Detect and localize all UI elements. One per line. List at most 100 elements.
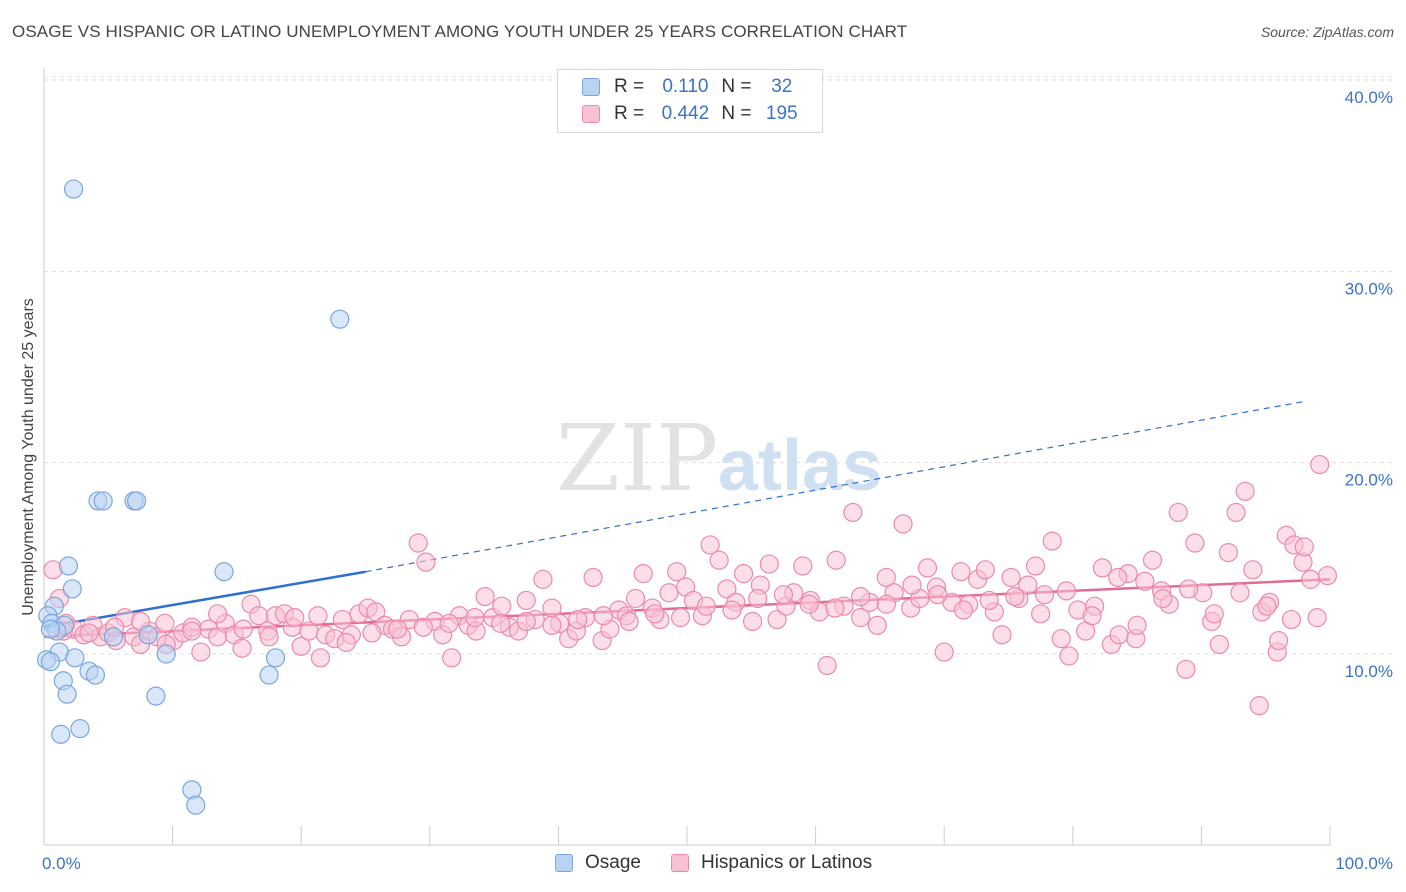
hispanic-point	[79, 623, 99, 643]
osage-legend-swatch	[555, 854, 573, 872]
hispanic-point	[416, 552, 436, 572]
watermark-zip: ZIP	[556, 405, 718, 512]
hispanic-point	[826, 550, 846, 570]
hispanic-point	[773, 585, 794, 605]
hispanic-point	[1257, 596, 1277, 616]
hispanic-point	[902, 575, 922, 595]
hispanic-point	[1301, 569, 1321, 589]
hispanic-r-value: 0.442	[661, 103, 710, 124]
hispanic-point	[843, 502, 863, 523]
hispanic-point	[155, 613, 175, 633]
hispanic-point	[1018, 575, 1038, 595]
hispanic-point	[1310, 454, 1330, 475]
hispanic-point	[717, 579, 737, 599]
hispanic-point	[700, 535, 720, 555]
hispanic-point	[928, 585, 948, 605]
hispanic-point	[1153, 588, 1173, 609]
hispanic-legend-swatch	[670, 854, 689, 872]
hispanic-point	[625, 588, 646, 609]
hispanic-point	[583, 567, 603, 588]
hispanic-point	[310, 648, 331, 668]
tick-labels: 10.0% 20.0% 30.0% 40.0% 0.0% 100.0%	[42, 88, 1393, 873]
hispanic-point	[825, 598, 845, 618]
osage-point	[65, 648, 85, 668]
osage-point	[186, 795, 206, 815]
osage-point	[62, 579, 82, 599]
osage-point	[156, 644, 176, 664]
hispanic-point	[876, 594, 896, 614]
hispanic-point	[1059, 646, 1079, 666]
hispanic-point	[232, 638, 252, 658]
osage-point	[40, 619, 61, 639]
osage-r-label: R =	[614, 76, 645, 97]
y-tick-label: 30.0%	[1345, 279, 1393, 298]
hispanic-point	[759, 554, 779, 574]
hispanic-point	[332, 609, 352, 630]
y-axis-label: Unemployment Among Youth under 25 years	[20, 298, 37, 616]
hispanic-point	[659, 583, 679, 603]
hispanic-point	[767, 609, 787, 630]
hispanic-point	[645, 604, 665, 624]
hispanic-n-value: 195	[765, 103, 798, 124]
hispanic-point	[492, 596, 512, 616]
hispanic-point	[1108, 567, 1128, 588]
hispanic-point	[465, 608, 485, 628]
osage-point	[330, 309, 350, 329]
y-tick-label: 10.0%	[1345, 662, 1393, 681]
hispanic-point	[1268, 631, 1289, 651]
hispanic-point	[1025, 556, 1046, 576]
hispanic-point	[388, 619, 408, 639]
hispanic-point	[191, 642, 211, 662]
chart-source: Source: ZipAtlas.com	[1260, 24, 1394, 40]
hispanic-point	[208, 604, 228, 624]
hispanic-point	[1142, 550, 1163, 570]
hispanic-point	[951, 562, 971, 582]
hispanic-point	[1092, 558, 1112, 578]
hispanic-point	[867, 615, 887, 635]
x-tick-label-max: 100.0%	[1335, 854, 1393, 873]
hispanic-point	[1127, 615, 1147, 635]
hispanic-point	[667, 562, 687, 582]
hispanic-n-label: N =	[721, 103, 752, 124]
hispanic-point	[1294, 537, 1314, 557]
hispanic-point	[851, 608, 871, 628]
hispanic-point	[1204, 604, 1224, 624]
hispanic-point	[259, 627, 279, 647]
osage-point	[40, 652, 61, 672]
hispanic-r-label: R =	[614, 103, 645, 124]
y-tick-label: 20.0%	[1345, 471, 1393, 490]
series-legend: Osage Hispanics or Latinos	[555, 852, 902, 874]
hispanic-point	[516, 611, 536, 632]
osage-point	[265, 648, 286, 668]
osage-point	[70, 719, 90, 739]
hispanic-point	[1230, 583, 1250, 603]
osage-point	[93, 491, 113, 511]
hispanic-legend-label: Hispanics or Latinos	[700, 852, 873, 873]
hispanic-point	[876, 567, 896, 588]
hispanic-point	[1249, 696, 1269, 716]
hispanic-point	[817, 655, 837, 676]
legend-item-hispanic[interactable]: Hispanics or Latinos	[670, 852, 873, 874]
legend-row-hispanic: R = 0.442 N = 195	[582, 102, 807, 126]
hispanic-point	[1209, 634, 1230, 655]
correlation-legend: R = 0.110 N = 32 R = 0.442 N = 195	[557, 69, 823, 133]
osage-point	[51, 724, 71, 744]
hispanic-point	[1168, 502, 1188, 523]
hispanic-point	[793, 556, 813, 576]
hispanic-point	[953, 600, 974, 620]
hispanic-point	[1135, 571, 1155, 591]
osage-point	[57, 684, 77, 704]
hispanic-point	[1005, 586, 1025, 607]
hispanic-point	[1317, 565, 1338, 586]
hispanic-point	[851, 586, 871, 607]
hispanic-point	[934, 642, 954, 662]
osage-point	[58, 556, 79, 576]
hispanic-point	[893, 514, 913, 534]
hispanic-point	[709, 550, 729, 570]
osage-trend-extension	[365, 400, 1305, 573]
legend-item-osage[interactable]: Osage	[555, 852, 641, 874]
hispanic-point	[593, 606, 614, 626]
hispanic-point	[1235, 481, 1255, 501]
osage-point	[85, 665, 106, 685]
